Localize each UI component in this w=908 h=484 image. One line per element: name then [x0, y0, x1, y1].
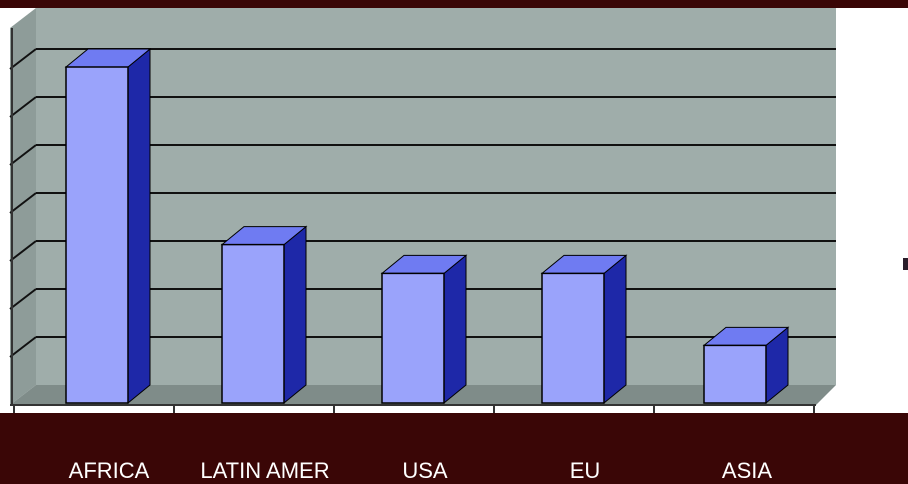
- bar-front-face: [703, 344, 767, 404]
- bar-front-face: [65, 66, 129, 404]
- bar: [540, 254, 628, 405]
- bar: [702, 326, 790, 405]
- plot-side-wall: [10, 8, 36, 405]
- category-labels: AFRICA LATIN AMER USA EU ASIA: [69, 458, 773, 483]
- legend-marker: [903, 258, 908, 270]
- x-tick-label: LATIN AMER: [200, 458, 329, 483]
- bar-side-face: [127, 47, 151, 405]
- bar: [220, 225, 308, 405]
- bar-side-face: [443, 254, 467, 405]
- bar: [64, 47, 152, 405]
- x-tick-label: AFRICA: [69, 458, 150, 483]
- bars: [64, 47, 790, 405]
- bar-side-face: [603, 254, 627, 405]
- gridline-side: [9, 288, 37, 310]
- x-tick-label: ASIA: [722, 458, 772, 483]
- x-tick-label: EU: [570, 458, 601, 483]
- bar-side-face: [283, 225, 307, 405]
- gridline-side: [9, 96, 37, 118]
- axis-marks: [10, 28, 816, 413]
- bar: [380, 254, 468, 405]
- bar-front-face: [541, 272, 605, 404]
- gridline-side: [9, 240, 37, 262]
- x-tick-label: USA: [402, 458, 448, 483]
- gridline-side: [9, 192, 37, 214]
- bar-front-face: [221, 243, 285, 404]
- gridline-side: [9, 144, 37, 166]
- bar-front-face: [381, 272, 445, 404]
- gridline-side: [9, 336, 37, 358]
- gridline-side: [9, 48, 37, 70]
